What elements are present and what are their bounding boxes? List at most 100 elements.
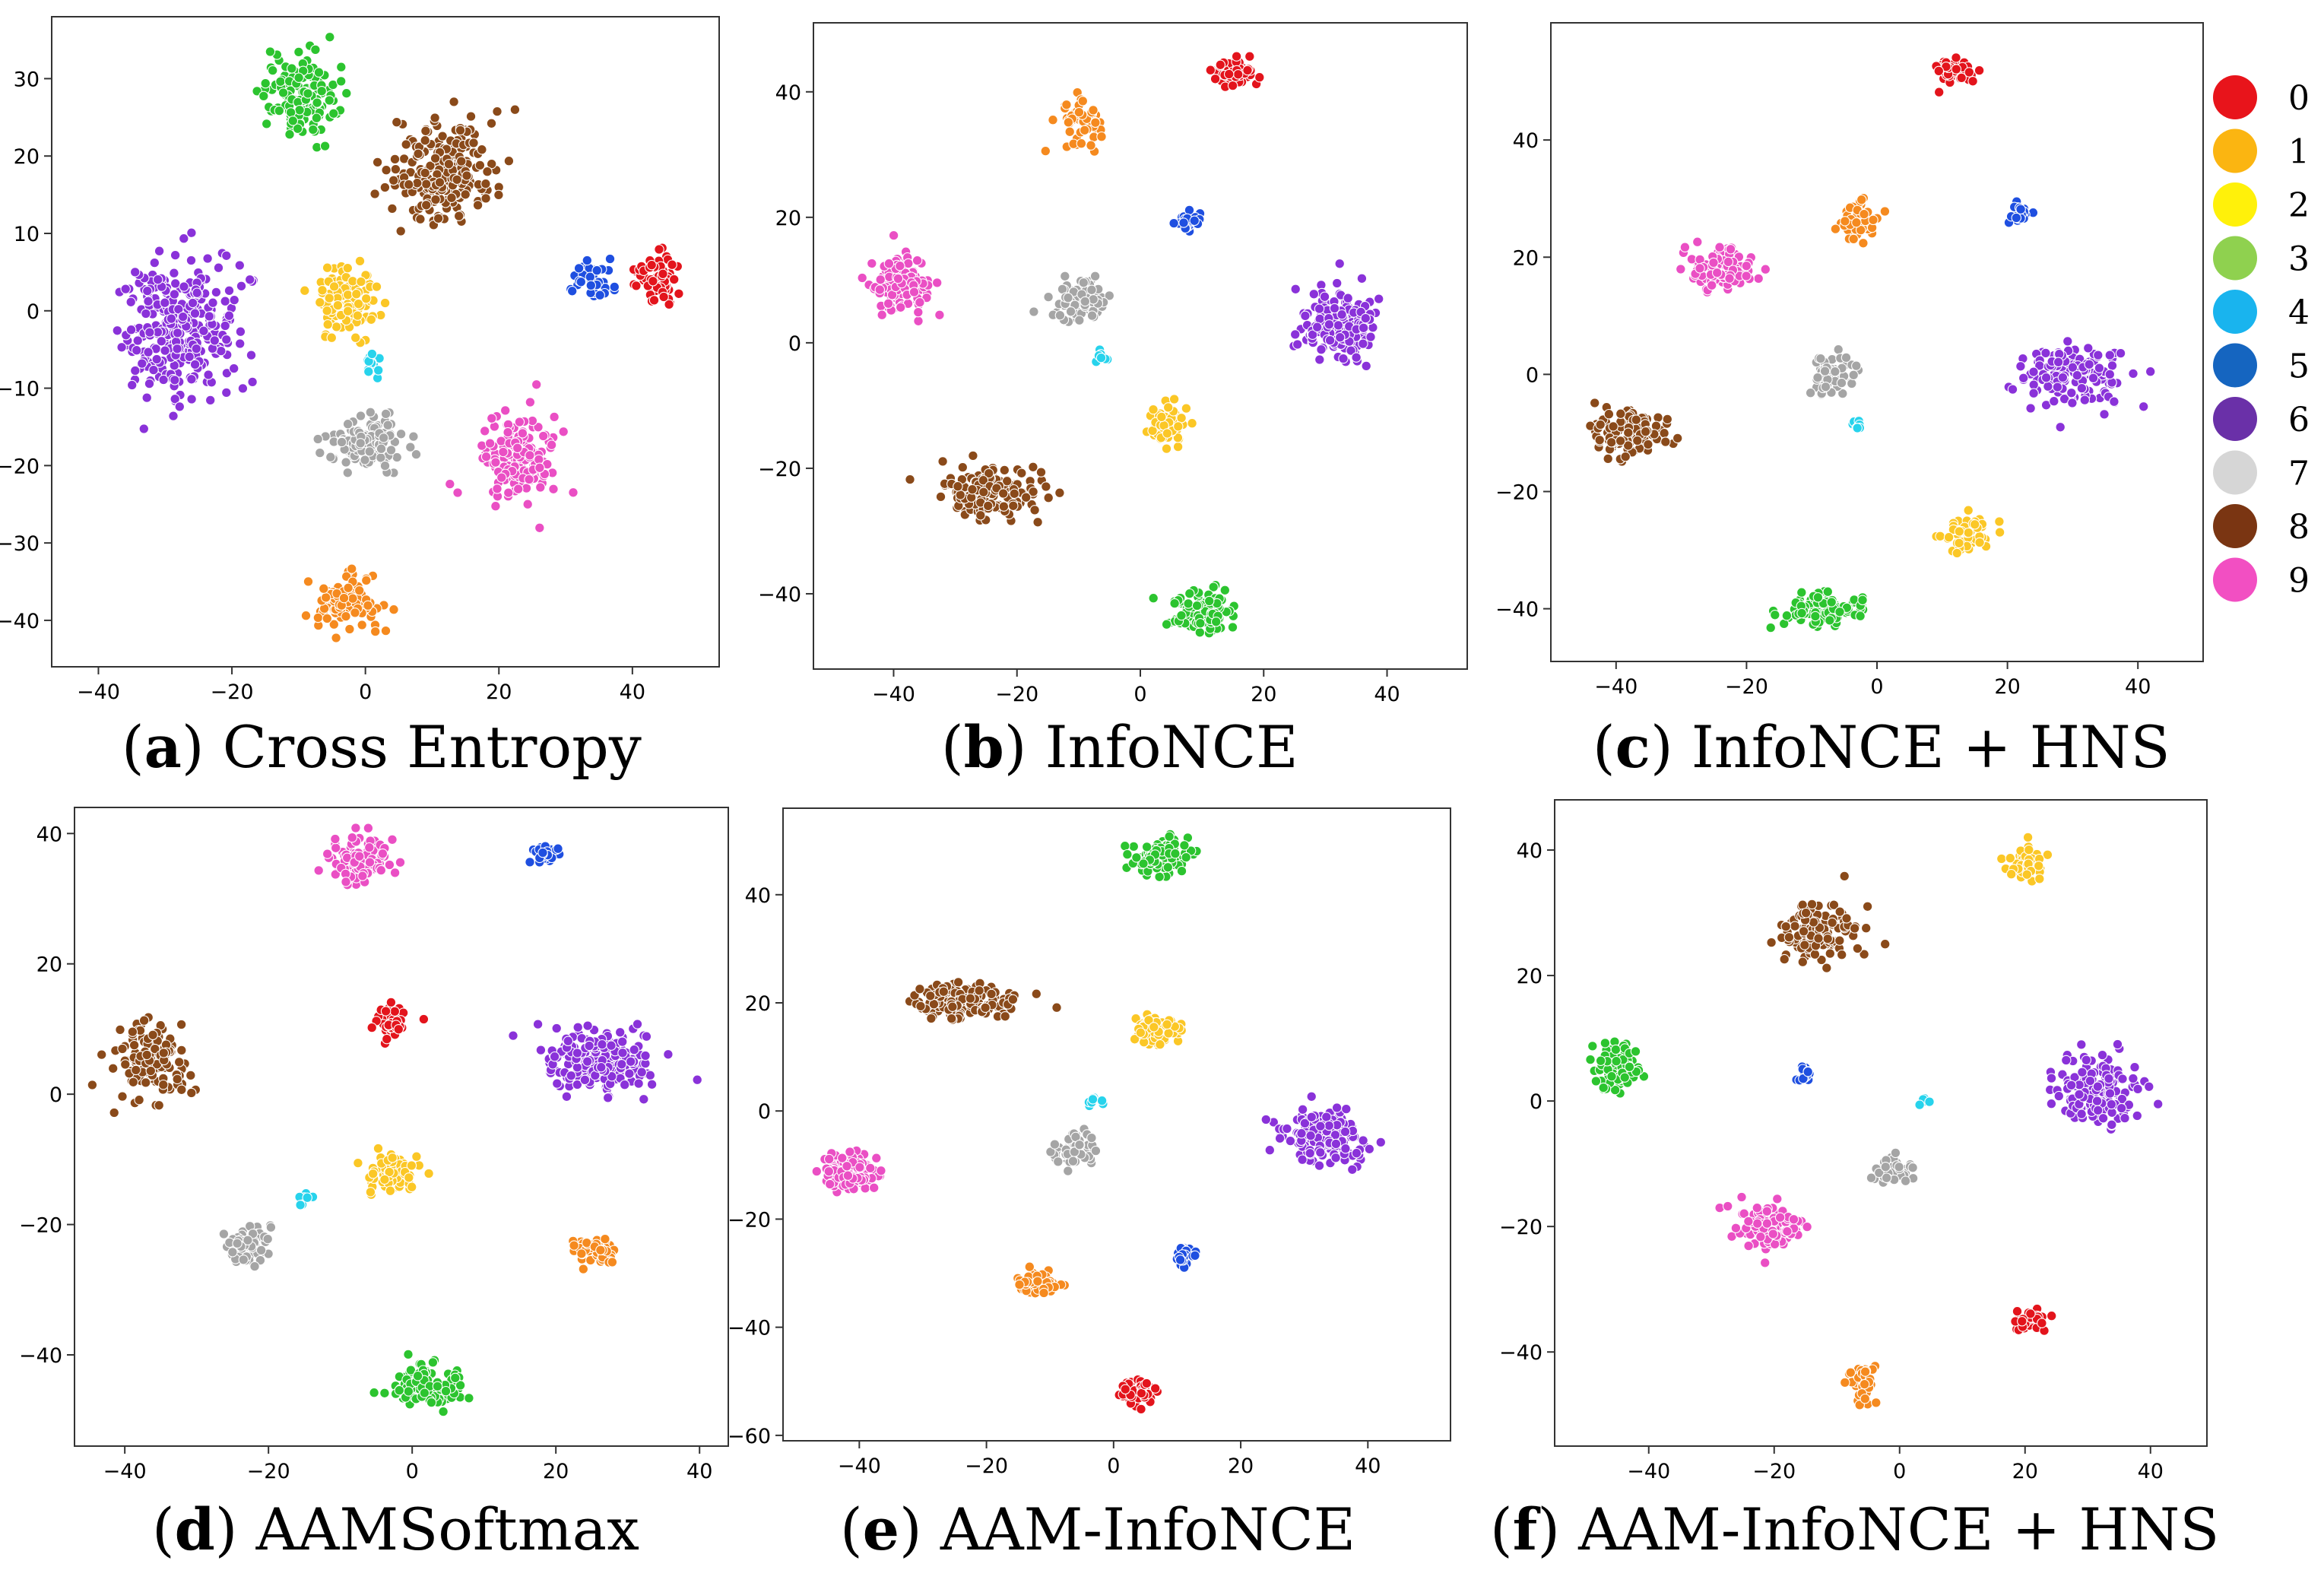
scatter-point [118,1092,127,1101]
scatter-point [632,281,641,290]
scatter-point [1306,1131,1315,1140]
scatter-point [483,167,492,176]
scatter-point [2029,389,2038,398]
scatter-point [401,140,411,149]
scatter-point [586,281,595,290]
scatter-point [199,326,208,335]
scatter-point [491,458,500,467]
scatter-point [360,455,369,465]
scatter-point [2077,383,2086,392]
scatter-point [186,255,195,265]
scatter-point [947,1013,956,1023]
scatter-point [896,303,905,312]
scatter-point [142,393,151,402]
scatter-point [1340,1127,1349,1136]
scatter-point [1860,209,1869,218]
scatter-point [87,1080,97,1090]
scatter-point [568,287,577,296]
scatter-point [1123,850,1132,859]
scatter-point [1080,297,1089,306]
scatter-point [445,479,455,488]
scatter-point [295,106,304,115]
scatter-point [2085,360,2094,369]
scatter-point [2088,373,2097,382]
scatter-point [449,97,458,106]
scatter-point [345,624,354,633]
scatter-point [1995,528,2004,537]
x-tick-label: 0 [1107,1454,1120,1478]
scatter-point [461,190,470,199]
scatter-point [905,474,915,484]
plot-frame [75,807,728,1446]
scatter-point [363,823,373,833]
scatter-point [1261,1115,1270,1124]
scatter-point [356,411,365,420]
scatter-point [133,336,142,345]
scatter-point [1715,243,1724,252]
scatter-point [452,175,461,184]
scatter-point [248,377,257,386]
scatter-point [187,228,196,237]
scatter-point [187,375,196,384]
scatter-point [583,1057,592,1066]
scatter-point [1348,1165,1357,1174]
scatter-point [1857,195,1866,205]
scatter-point [1964,528,1973,537]
y-tick-label: 0 [49,1083,62,1107]
scatter-point [1964,506,1973,515]
plot-frame [52,17,719,667]
scatter-point [342,89,351,98]
scatter-point [370,189,379,198]
scatter-point [170,268,179,278]
scatter-point [1291,284,1300,293]
scatter-point [1068,1156,1077,1166]
scatter-point [1170,598,1179,607]
scatter-point [1952,548,1961,557]
scatter-point [1858,595,1867,604]
scatter-point [236,339,245,348]
scatter-point [144,379,154,388]
scatter-point [179,282,189,291]
scatter-point [303,577,312,586]
scatter-point [389,605,398,614]
scatter-point [812,1166,821,1175]
scatter-point [422,201,431,210]
y-tick-label: 20 [775,207,801,230]
scatter-point [325,293,334,303]
scatter-point [658,269,667,278]
scatter-point [1265,1146,1274,1155]
scatter-point [1177,866,1186,875]
scatter-point [1847,379,1856,388]
scatter-point [1316,1148,1325,1157]
scatter-point [547,440,556,449]
scatter-point [958,462,967,471]
scatter-point [1000,465,1009,474]
scatter-point [1621,452,1630,461]
scatter-point [2016,205,2025,214]
scatter-point [380,461,389,470]
scatter-point [2026,404,2035,413]
scatter-point [322,306,331,316]
scatter-point [348,594,357,603]
scatter-point [128,1027,137,1036]
scatter-point [325,96,334,105]
scatter-point [883,299,893,308]
scatter-point [596,1245,605,1255]
scatter-point [285,130,294,139]
scatter-point [303,89,312,98]
scatter-point [999,489,1008,498]
scatter-point [1853,423,1862,433]
scatter-point [145,328,154,337]
scatter-point [1155,872,1164,881]
scatter-point [192,288,201,297]
scatter-point [2105,370,2114,379]
scatter-point [525,398,534,407]
scatter-point [1291,330,1300,339]
scatter-point [553,1079,562,1088]
scatter-point [364,367,373,376]
scatter-point [1032,989,1041,998]
scatter-point [2107,361,2116,370]
scatter-point [113,326,122,335]
scatter-point [214,263,223,272]
